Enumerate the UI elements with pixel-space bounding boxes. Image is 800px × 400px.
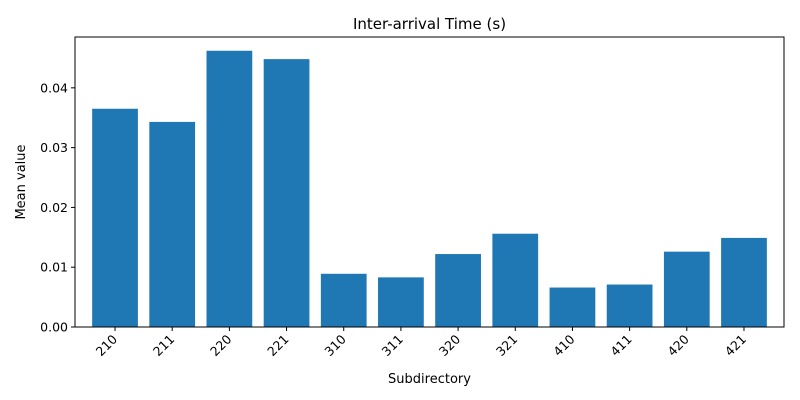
x-axis-title: Subdirectory (388, 372, 471, 387)
bar-410 (549, 287, 596, 327)
y-tick-label: 0.04 (40, 80, 68, 95)
x-tick-label: 320 (436, 331, 464, 359)
x-tick-label: 321 (493, 332, 520, 359)
bar-320 (435, 254, 481, 327)
x-tick-label: 311 (379, 332, 406, 359)
x-tick-label: 420 (664, 331, 692, 359)
bar-411 (606, 284, 653, 327)
x-tick-label: 210 (93, 331, 121, 359)
bar-310 (320, 273, 367, 327)
x-tick-label: 411 (607, 332, 634, 359)
bars-group (92, 50, 767, 328)
y-axis: 0.00 0.01 0.02 0.03 0.04 (40, 80, 75, 335)
bar-210 (92, 108, 138, 327)
y-tick-label: 0.00 (40, 320, 68, 335)
bar-221 (263, 59, 310, 327)
bar-311 (378, 277, 424, 327)
plot-frame (74, 36, 785, 328)
x-tick-label: 410 (550, 331, 578, 359)
x-tick-label: 220 (207, 331, 235, 359)
bar-220 (206, 50, 253, 328)
bar-321 (492, 233, 539, 327)
x-tick-label: 221 (264, 332, 291, 359)
bar-211 (149, 121, 196, 327)
x-axis: 210 211 220 221 310 311 320 321 410 411 420 421 (93, 327, 749, 359)
bar-421 (721, 237, 767, 327)
y-axis-title: Mean value (14, 144, 29, 219)
y-tick-label: 0.03 (40, 140, 68, 155)
x-tick-label: 421 (722, 332, 749, 359)
x-tick-label: 310 (321, 331, 349, 359)
y-tick-label: 0.01 (40, 260, 68, 275)
x-tick-label: 211 (150, 332, 177, 359)
bar-420 (663, 251, 710, 327)
chart-title: Inter-arrival Time (s) (353, 15, 506, 33)
y-tick-label: 0.02 (40, 200, 68, 215)
